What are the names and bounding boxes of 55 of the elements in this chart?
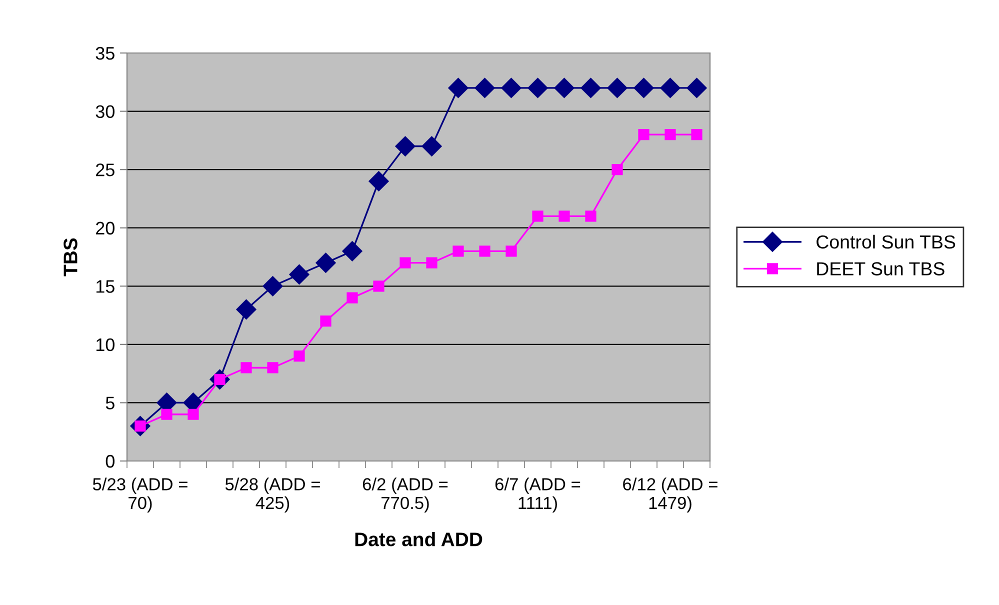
point xyxy=(691,129,702,140)
x-tick-label: 5/23 (ADD = 70) xyxy=(92,478,188,513)
legend-label: Control Sun TBS xyxy=(816,234,956,249)
point xyxy=(267,362,278,374)
point xyxy=(448,78,468,98)
x-tick-label: 6/2 (ADD = 770.5) xyxy=(362,478,448,513)
point xyxy=(188,408,199,420)
point xyxy=(422,136,442,156)
point xyxy=(532,210,544,222)
y-tick-label: 10 xyxy=(96,338,114,352)
point xyxy=(686,78,707,98)
point xyxy=(580,78,601,98)
point xyxy=(236,299,256,320)
y-tick-label: 5 xyxy=(106,396,114,410)
point xyxy=(289,264,310,285)
point xyxy=(479,246,490,257)
point xyxy=(474,78,495,98)
point xyxy=(660,78,680,98)
point xyxy=(320,316,332,327)
point xyxy=(368,171,389,192)
y-tick-label: 35 xyxy=(96,46,114,60)
point xyxy=(585,210,596,222)
point xyxy=(395,136,416,156)
y-axis-title: TBS xyxy=(64,238,78,276)
point xyxy=(240,362,252,374)
point xyxy=(612,164,623,176)
x-tick-label: 5/28 (ADD = 425) xyxy=(225,478,320,513)
point xyxy=(634,78,654,98)
point xyxy=(316,252,336,273)
point xyxy=(638,129,650,140)
x-tick-label: 6/7 (ADD = 1111) xyxy=(495,478,580,513)
point xyxy=(506,246,517,257)
point xyxy=(400,257,411,268)
point xyxy=(373,280,384,292)
point xyxy=(558,210,570,222)
y-tick-label: 25 xyxy=(96,164,114,176)
point xyxy=(452,246,464,257)
point xyxy=(528,78,548,98)
y-tick-label: 15 xyxy=(96,280,114,293)
point xyxy=(342,241,362,262)
legend-label: DEET Sun TBS xyxy=(817,262,944,276)
y-tick-label: 20 xyxy=(96,222,114,235)
y-tick-label: 30 xyxy=(96,105,114,118)
point xyxy=(426,257,438,268)
point xyxy=(501,78,522,98)
point xyxy=(607,78,628,98)
y-tick-label: 0 xyxy=(106,454,114,468)
x-tick-label: 6/12 (ADD = 1479) xyxy=(623,478,718,513)
x-axis-title: Date and ADD xyxy=(355,532,482,546)
point xyxy=(346,292,358,304)
point xyxy=(664,129,676,140)
point xyxy=(262,276,283,296)
point xyxy=(294,350,305,362)
point xyxy=(161,408,172,420)
point xyxy=(554,78,574,98)
